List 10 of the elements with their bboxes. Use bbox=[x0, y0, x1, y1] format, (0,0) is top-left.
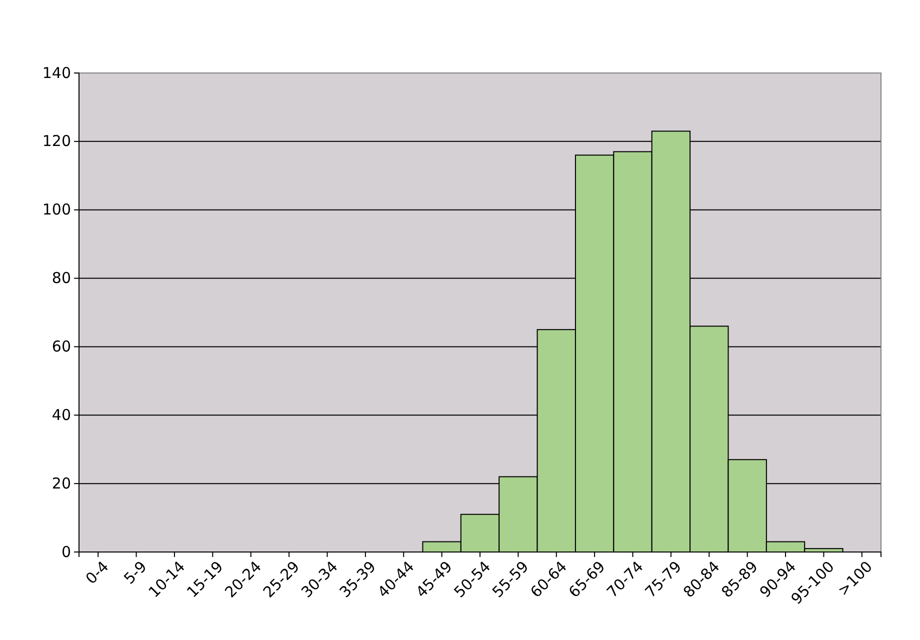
y-tick-label: 0 bbox=[61, 542, 71, 561]
y-tick-label: 20 bbox=[52, 474, 71, 492]
y-tick-label: 140 bbox=[42, 64, 71, 82]
y-tick-label: 40 bbox=[52, 406, 71, 424]
y-tick-label: 120 bbox=[42, 132, 71, 150]
x-tick-label: 5-9 bbox=[120, 558, 150, 588]
x-tick-label: 0-4 bbox=[82, 558, 112, 588]
y-tick-label: 80 bbox=[52, 269, 71, 288]
y-tick-label: 60 bbox=[52, 338, 71, 356]
y-tick-label: 100 bbox=[42, 200, 71, 219]
